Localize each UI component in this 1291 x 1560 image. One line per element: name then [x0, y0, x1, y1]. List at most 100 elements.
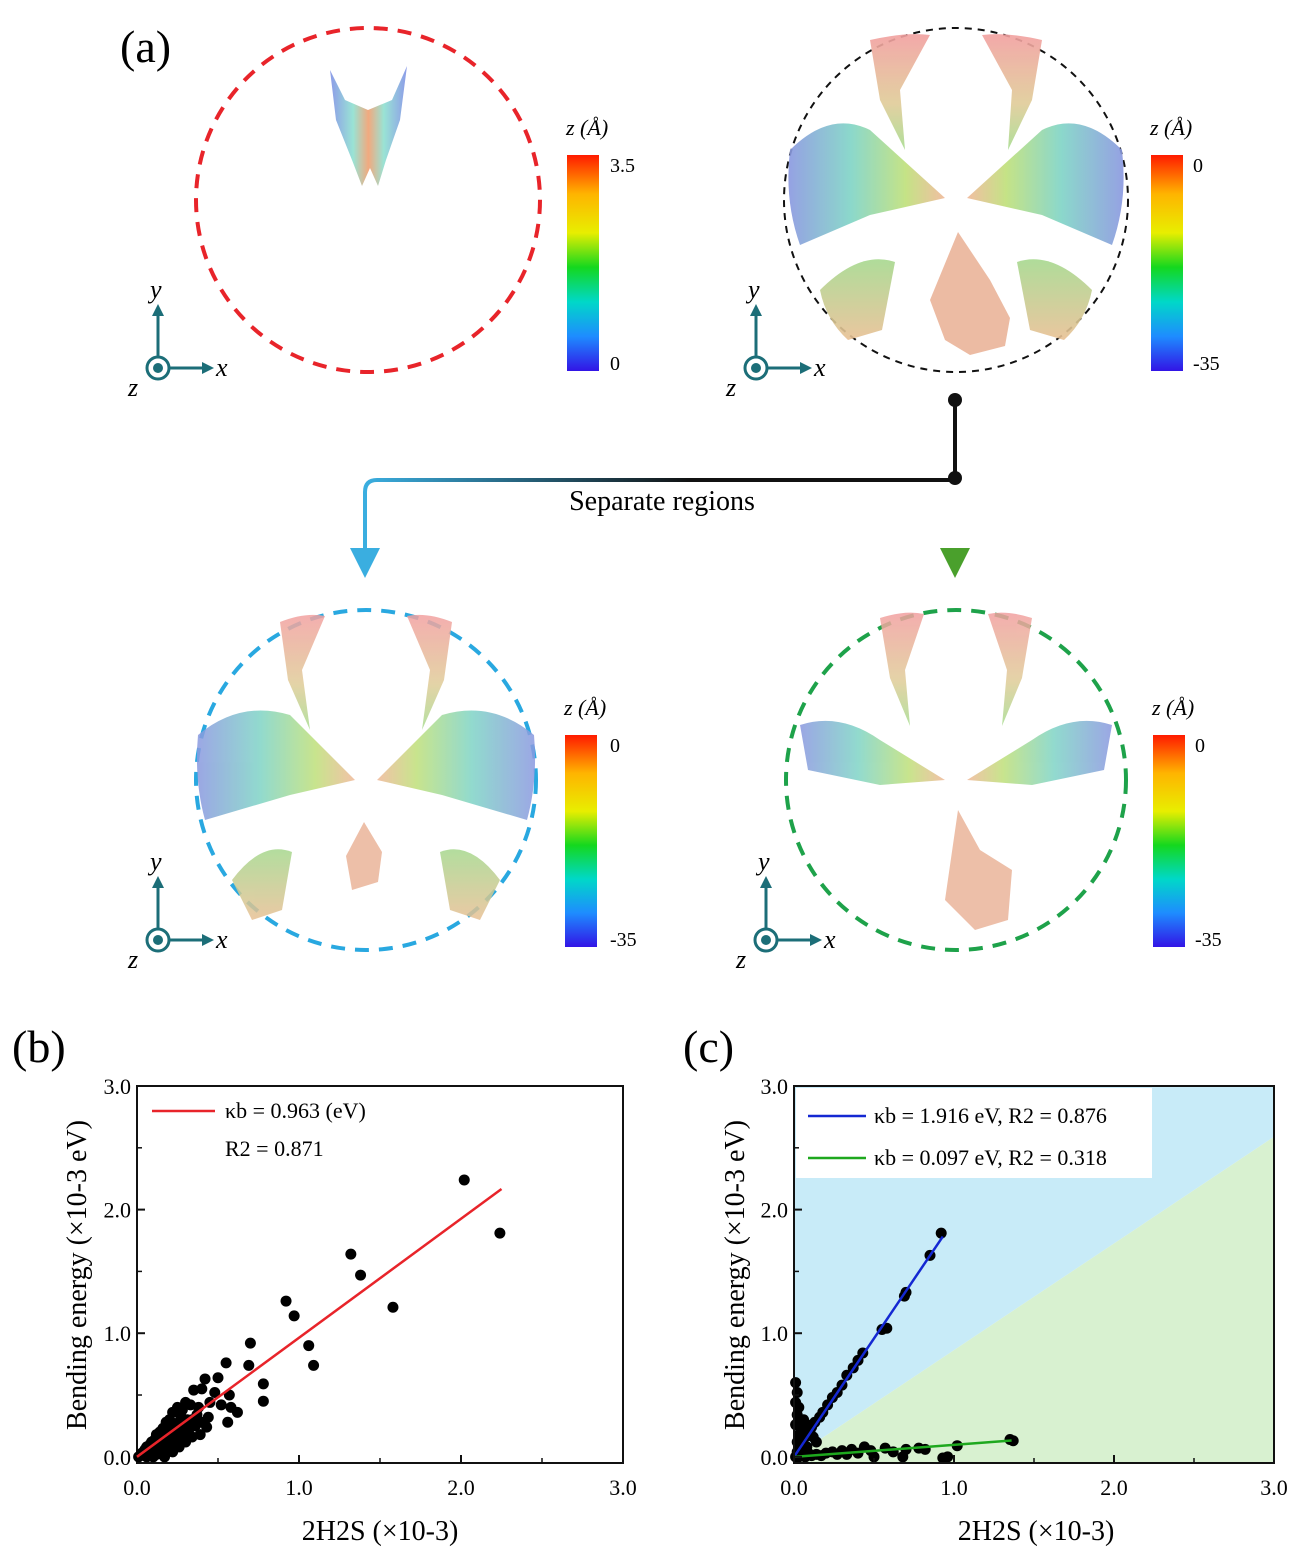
- axis-y-label: y: [147, 847, 162, 876]
- axis-triad-4: y x z: [735, 847, 836, 974]
- chart-b: 0.0 1.0 2.0 3.0 0.0 1.0 2.0 3.0 κb = 0.963 (eV)…: [62, 1074, 637, 1547]
- chart-b-legend-line2: R2 = 0.871: [225, 1136, 324, 1161]
- chart-b-xtick-label: 1.0: [285, 1475, 313, 1500]
- colorbar-3-title: z (Å): [563, 695, 606, 720]
- chart-c-legend-green: κb = 0.097 eV, R2 = 0.318: [874, 1145, 1107, 1170]
- chart-b-point: [494, 1227, 506, 1239]
- chart-c-point: [810, 1436, 822, 1448]
- chart-b-point: [209, 1387, 221, 1399]
- chart-b-point: [222, 1416, 234, 1428]
- chart-c-ytick-label: 2.0: [761, 1198, 789, 1223]
- chart-c-ytick-label: 1.0: [761, 1321, 789, 1346]
- flow-label: Separate regions: [569, 486, 755, 517]
- chart-b-point: [288, 1310, 300, 1322]
- colorbar-1-gradient: [567, 155, 599, 371]
- axis-z-label: z: [127, 945, 138, 974]
- chart-c-ytick-label: 0.0: [761, 1445, 789, 1470]
- colorbar-3-gradient: [565, 735, 597, 947]
- colorbar-4-min: -35: [1195, 929, 1222, 951]
- axis-triad-3: y x z: [127, 847, 228, 974]
- axis-z-label: z: [725, 373, 736, 402]
- map-4: [784, 608, 1128, 952]
- chart-b-xtick-label: 3.0: [609, 1475, 637, 1500]
- chart-b-point: [215, 1399, 227, 1411]
- chart-b-point: [188, 1384, 200, 1396]
- chart-b-point: [196, 1383, 208, 1395]
- chart-c-xtick-label: 0.0: [780, 1475, 808, 1500]
- colorbar-2-min: -35: [1193, 353, 1220, 375]
- chart-c-xlabel: 2H2S (×10-3): [958, 1516, 1115, 1547]
- chart-b-point: [243, 1359, 255, 1371]
- chart-c-point: [879, 1442, 891, 1454]
- chart-c-ytick-label: 3.0: [761, 1074, 789, 1099]
- axis-x-label: x: [813, 353, 826, 382]
- colorbar-4: z (Å) 0 -35: [1151, 695, 1222, 951]
- chart-c: κb = 1.916 eV, R2 = 0.876 κb = 0.097 eV,…: [720, 1074, 1288, 1547]
- chart-b-point: [201, 1421, 213, 1433]
- map-2: [783, 27, 1129, 373]
- chart-b-point: [146, 1448, 158, 1460]
- map-4-boundary: [784, 608, 1128, 952]
- colorbar-2-title: z (Å): [1149, 115, 1192, 140]
- colorbar-1-title: z (Å): [565, 115, 608, 140]
- chart-c-region-lower: [794, 1136, 1274, 1463]
- map-2-surface: [788, 34, 1124, 355]
- chart-b-point: [345, 1248, 357, 1260]
- chart-b-point: [355, 1269, 367, 1281]
- axis-y-label: y: [745, 275, 760, 304]
- colorbar-3: z (Å) 0 -35: [563, 695, 637, 951]
- chart-b-legend: κb = 0.963 (eV) R2 = 0.871: [152, 1098, 366, 1161]
- axis-z-label: z: [735, 945, 746, 974]
- flow-branch-left: [363, 478, 955, 548]
- chart-b-fit-line: [136, 1187, 503, 1458]
- colorbar-1: z (Å) 3.5 0: [565, 115, 635, 375]
- chart-c-legend-blue: κb = 1.916 eV, R2 = 0.876: [874, 1103, 1107, 1128]
- map-1-surface: [330, 66, 407, 186]
- chart-c-fit-line-blue: [792, 1235, 944, 1458]
- chart-c-region-upper: [794, 1086, 1274, 1457]
- chart-b-point: [257, 1395, 269, 1407]
- colorbar-4-title: z (Å): [1151, 695, 1194, 720]
- chart-b-point: [257, 1378, 269, 1390]
- chart-c-legend-box: [796, 1088, 1152, 1178]
- chart-b-point: [308, 1359, 320, 1371]
- map-1: [194, 26, 542, 374]
- colorbar-4-gradient: [1153, 735, 1185, 947]
- chart-b-point: [387, 1301, 399, 1313]
- chart-b-plot-area: [136, 1085, 624, 1464]
- axis-y-label: y: [755, 847, 770, 876]
- chart-c-fit-line-green: [793, 1439, 1012, 1459]
- flow-arrow-left-head: [350, 548, 380, 578]
- colorbar-2: z (Å) 0 -35: [1149, 115, 1220, 375]
- chart-b-legend-line1: κb = 0.963 (eV): [225, 1098, 366, 1123]
- chart-b-ytick-label: 2.0: [104, 1198, 132, 1223]
- chart-c-point: [1007, 1435, 1019, 1447]
- axis-triad-2: y x z: [725, 275, 826, 402]
- colorbar-1-min: 0: [610, 353, 620, 375]
- chart-b-point: [220, 1357, 232, 1369]
- colorbar-1-max: 3.5: [610, 155, 635, 177]
- chart-b-xtick-label: 2.0: [447, 1475, 475, 1500]
- chart-c-point: [937, 1452, 949, 1464]
- chart-b-ytick-label: 1.0: [104, 1321, 132, 1346]
- axis-x-label: x: [215, 925, 228, 954]
- map-2-boundary: [783, 27, 1129, 373]
- chart-c-legend: κb = 1.916 eV, R2 = 0.876 κb = 0.097 eV,…: [796, 1088, 1152, 1178]
- chart-c-xtick-label: 1.0: [940, 1475, 968, 1500]
- colorbar-2-gradient: [1151, 155, 1183, 371]
- chart-b-point: [458, 1174, 470, 1186]
- axis-triad-1: y x z: [127, 275, 228, 402]
- colorbar-4-max: 0: [1195, 735, 1205, 757]
- colorbar-2-max: 0: [1193, 155, 1203, 177]
- chart-b-point: [303, 1340, 315, 1352]
- chart-b-xlabel: 2H2S (×10-3): [302, 1516, 459, 1547]
- panel-c-label: (c): [683, 1021, 734, 1072]
- chart-b-ylabel: Bending energy (×10-3 eV): [62, 1120, 93, 1430]
- colorbar-3-min: -35: [610, 929, 637, 951]
- map-3-boundary: [194, 608, 538, 952]
- panel-a-label: (a): [120, 21, 171, 72]
- flow-arrow-right-head: [940, 548, 970, 578]
- chart-b-point: [212, 1372, 224, 1384]
- chart-b-ytick-label: 3.0: [104, 1074, 132, 1099]
